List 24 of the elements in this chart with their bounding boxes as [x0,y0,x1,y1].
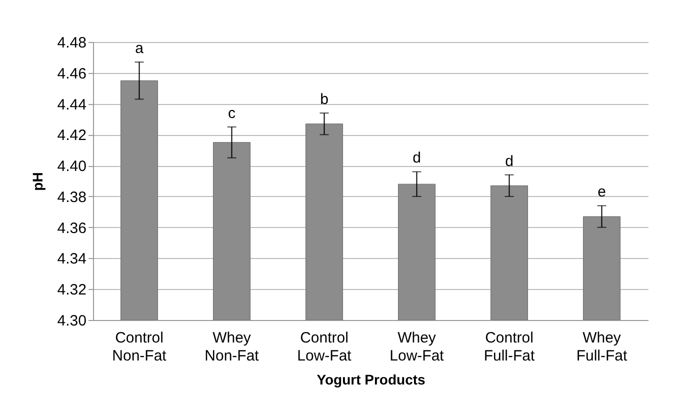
annotation: d [505,152,514,170]
y-tick-label: 4.34 [57,250,86,268]
x-tick-label: Control Full-Fat [484,330,536,364]
y-tick-label: 4.48 [57,34,86,52]
annotation: b [320,91,328,108]
y-tick-label: 4.30 [57,312,86,330]
annotation: c [228,104,236,122]
annotation: e [598,184,606,201]
x-axis-title: Yogurt Products [316,372,426,388]
y-axis-title: pH [29,172,46,191]
x-tick-label: Control Non-Fat [112,330,168,364]
x-tick-label: Control Low-Fat [297,330,352,364]
y-tick-label: 4.32 [57,282,86,299]
y-tick-label: 4.42 [57,127,86,144]
annotation: a [135,40,144,58]
x-tick-label: Whey Full-Fat [576,330,628,364]
x-tick-label: Whey Low-Fat [390,330,445,364]
y-tick-label: 4.44 [57,96,86,114]
y-tick-label: 4.46 [57,65,86,82]
annotation: d [412,150,421,167]
y-tick-label: 4.38 [57,188,86,206]
x-tick-label: Whey Non-Fat [204,330,260,364]
y-tick-label: 4.40 [57,158,86,176]
y-tick-label: 4.36 [57,220,86,237]
